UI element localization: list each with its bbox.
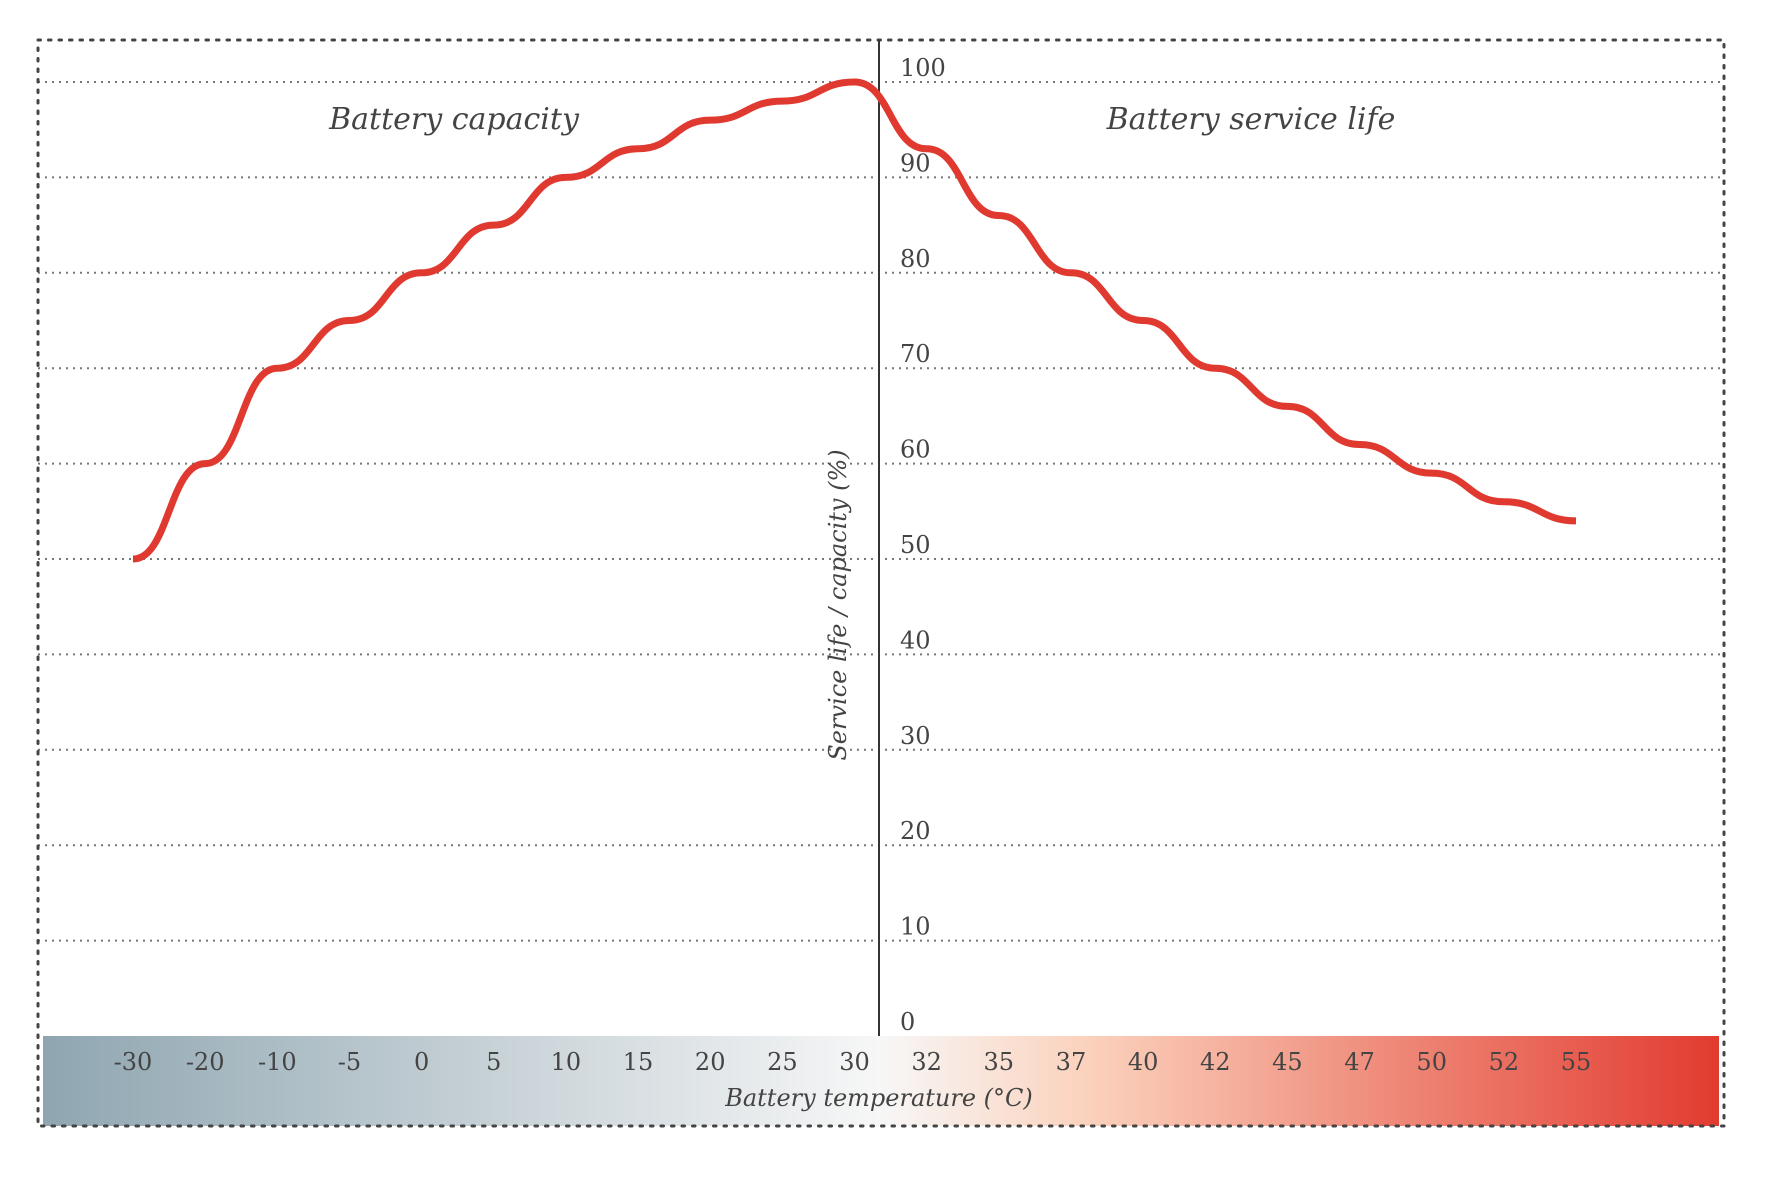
x-tick-label: 10 — [551, 1048, 582, 1076]
x-tick-label: 42 — [1200, 1048, 1231, 1076]
x-tick-label: -10 — [258, 1048, 297, 1076]
x-tick-label: 52 — [1489, 1048, 1520, 1076]
x-tick-label: 40 — [1128, 1048, 1159, 1076]
x-tick-label: 32 — [911, 1048, 942, 1076]
x-tick-label: -20 — [186, 1048, 225, 1076]
y-tick-label: 40 — [900, 626, 931, 654]
x-tick-label: -30 — [114, 1048, 153, 1076]
x-tick-label: 30 — [839, 1048, 870, 1076]
chart-frame — [36, 38, 1726, 1128]
x-tick-label: 20 — [695, 1048, 726, 1076]
y-tick-label: 30 — [900, 722, 931, 750]
x-tick-label: 15 — [623, 1048, 654, 1076]
x-tick-label: 37 — [1056, 1048, 1087, 1076]
y-tick-labels: 0 10 20 30 40 50 60 70 80 90 100 — [900, 54, 946, 1036]
x-axis-title: Battery temperature (°C) — [724, 1084, 1033, 1112]
y-tick-label: 80 — [900, 245, 931, 273]
y-tick-label: 100 — [900, 54, 946, 82]
x-tick-label: 0 — [414, 1048, 429, 1076]
x-tick-labels: -30 -20 -10 -5 0 5 10 15 20 25 30 32 35 37 40 42 45 47 50 5… — [114, 1048, 1592, 1076]
y-axis-title: Service life / capacity (%) — [824, 449, 852, 760]
x-tick-label: 5 — [486, 1048, 501, 1076]
right-panel-title: Battery service life — [1106, 102, 1396, 137]
x-tick-label: 55 — [1561, 1048, 1592, 1076]
x-tick-label: 25 — [767, 1048, 798, 1076]
series-lines — [132, 78, 1577, 563]
x-tick-label: 45 — [1272, 1048, 1303, 1076]
capacity-line — [132, 78, 855, 563]
temperature-color-bar — [43, 1036, 1719, 1126]
x-tick-label: 47 — [1344, 1048, 1375, 1076]
x-tick-label: 50 — [1416, 1048, 1447, 1076]
service-life-line — [854, 78, 1577, 525]
x-tick-label: 35 — [984, 1048, 1015, 1076]
y-tick-label: 20 — [900, 817, 931, 845]
left-panel-title: Battery capacity — [328, 102, 580, 137]
grid-lines — [38, 81, 1724, 942]
y-tick-label: 10 — [900, 913, 931, 941]
y-tick-label: 90 — [900, 149, 931, 177]
y-tick-label: 50 — [900, 531, 931, 559]
y-tick-label: 0 — [900, 1008, 915, 1036]
x-tick-label: -5 — [338, 1048, 361, 1076]
y-tick-label: 60 — [900, 436, 931, 464]
y-tick-label: 70 — [900, 340, 931, 368]
